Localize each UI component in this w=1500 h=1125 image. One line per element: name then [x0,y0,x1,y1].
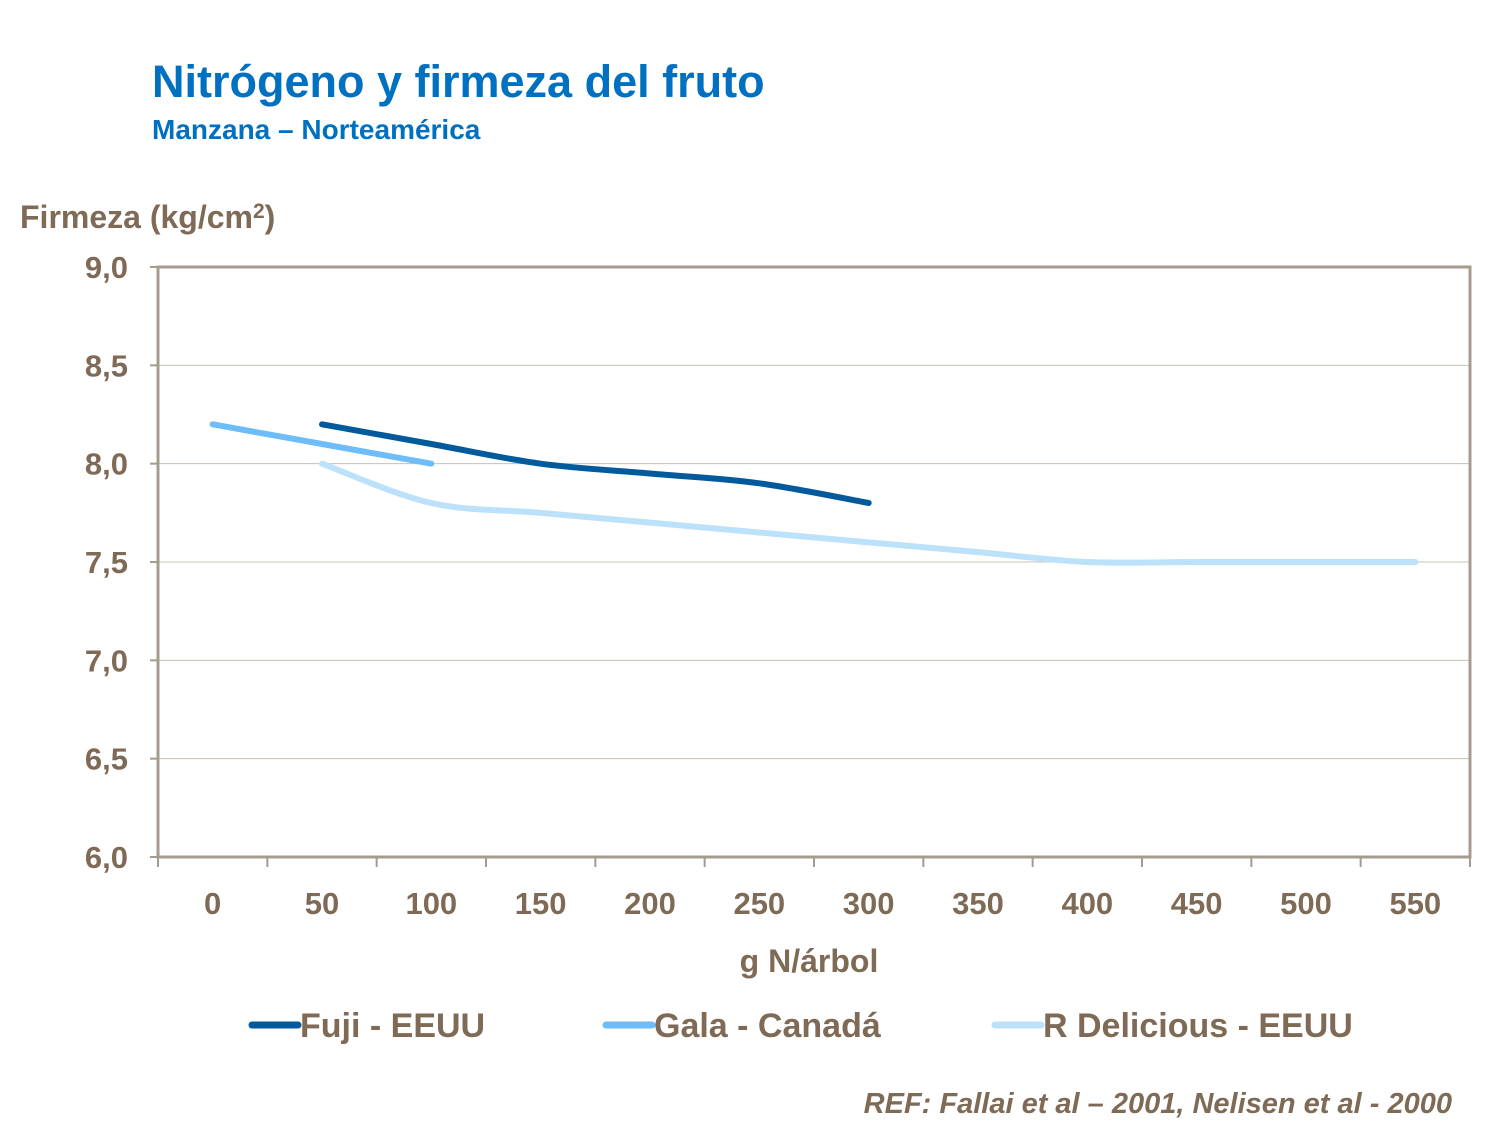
y-axis-label: Firmeza (kg/cm2) [20,199,275,235]
y-tick-label: 9,0 [85,250,128,285]
x-tick-label: 250 [733,886,785,921]
legend-label: R Delicious - EEUU [1043,1007,1353,1045]
x-axis-label: g N/árbol [740,943,879,979]
y-tick-label: 8,0 [85,447,128,482]
reference-note: REF: Fallai et al – 2001, Nelisen et al … [863,1088,1452,1120]
chart-title: Nitrógeno y firmeza del fruto [152,56,765,107]
y-tick-label: 6,5 [85,742,128,777]
y-tick-label: 7,5 [85,545,128,580]
x-tick-label: 100 [405,886,457,921]
x-tick-label: 50 [305,886,339,921]
chart-subtitle: Manzana – Norteamérica [152,114,481,145]
legend-label: Gala - Canadá [654,1007,881,1045]
x-tick-label: 450 [1171,886,1223,921]
x-tick-label: 400 [1061,886,1113,921]
x-tick-label: 500 [1280,886,1332,921]
y-tick-label: 6,0 [85,840,128,875]
x-tick-label: 150 [515,886,567,921]
x-tick-label: 0 [204,886,221,921]
x-tick-label: 300 [843,886,895,921]
series-line [319,460,1419,566]
x-tick-label: 550 [1389,886,1441,921]
series-line [209,421,435,467]
y-tick-label: 7,0 [85,643,128,678]
legend-label: Fuji - EEUU [300,1007,485,1045]
series-line [319,421,872,506]
x-tick-label: 350 [952,886,1004,921]
y-tick-label: 8,5 [85,348,128,383]
x-tick-label: 200 [624,886,676,921]
